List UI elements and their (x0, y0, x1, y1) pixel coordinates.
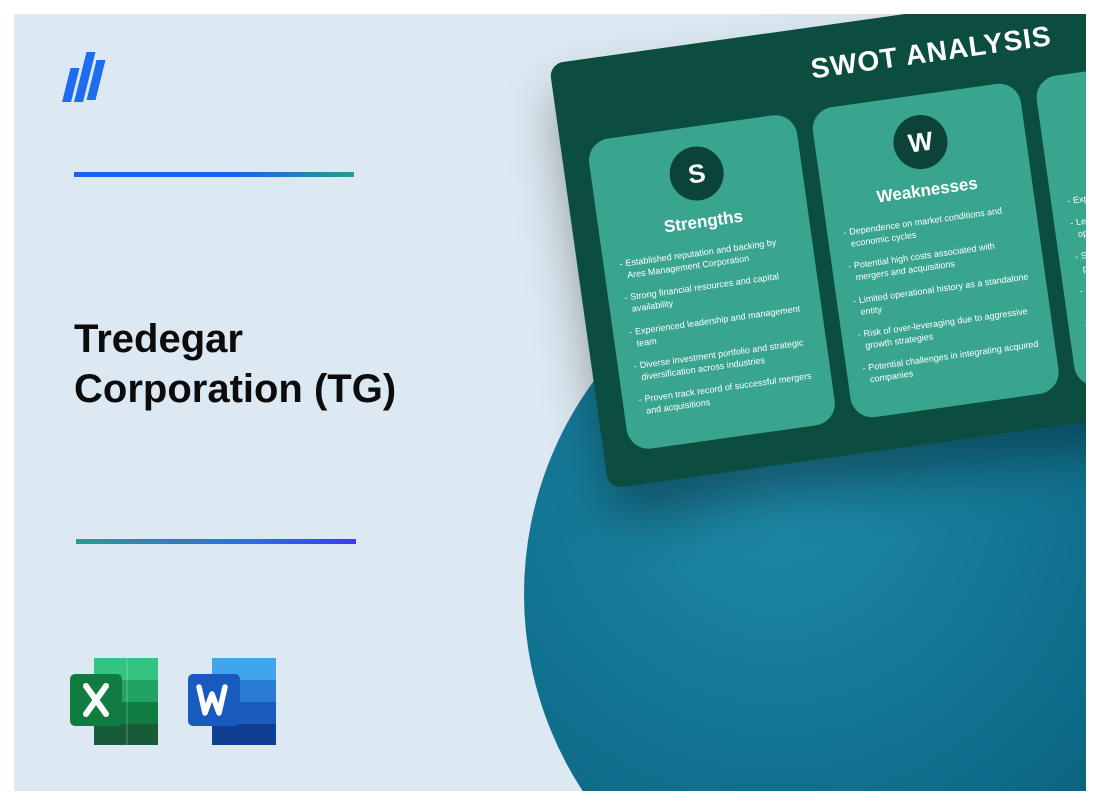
word-icon (184, 654, 284, 754)
divider-top (74, 172, 354, 177)
swot-item-list: Dependence on market conditions and econ… (843, 202, 1042, 387)
canvas: Tredegar Corporation (TG) (14, 14, 1086, 791)
swot-item-list: Expansion into emerging sectorsLeveragin… (1066, 171, 1086, 344)
app-icons (66, 654, 284, 754)
excel-icon (66, 654, 166, 754)
swot-heading: Opportunities (1062, 137, 1086, 182)
logo-icon (60, 46, 116, 121)
swot-badge: W (890, 112, 951, 173)
swot-item-list: Established reputation and backing by Ar… (619, 233, 818, 418)
page-title: Tredegar Corporation (TG) (74, 314, 474, 414)
swot-column: SStrengthsEstablished reputation and bac… (586, 112, 838, 452)
divider-bottom (76, 539, 356, 544)
swot-card: SWOT ANALYSIS SStrengthsEstablished repu… (549, 14, 1086, 489)
swot-badge: S (666, 143, 727, 204)
swot-column: WWeaknessesDependence on market conditio… (810, 81, 1062, 421)
